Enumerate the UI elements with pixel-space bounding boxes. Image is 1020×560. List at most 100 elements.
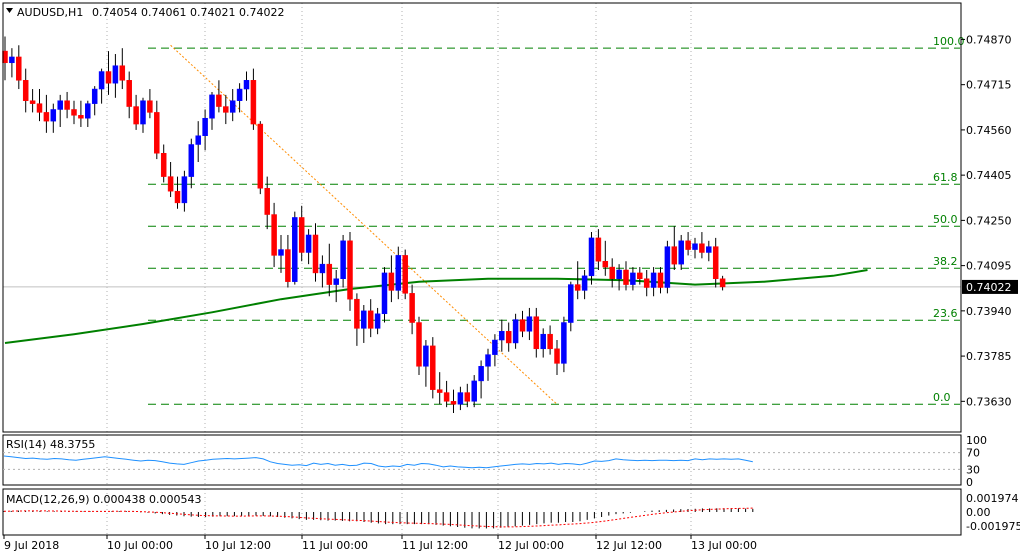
- candle-bull: [292, 217, 298, 282]
- candle-bull: [630, 272, 636, 285]
- candle-bull: [381, 272, 388, 315]
- candle-bull: [112, 65, 119, 84]
- candle-bull: [568, 284, 574, 323]
- candle-bear: [657, 272, 664, 288]
- candle-bull: [98, 71, 105, 90]
- candle-bull: [485, 354, 491, 367]
- candle-bull: [616, 269, 622, 279]
- macd-pane-frame: [2, 488, 962, 536]
- candle-bear: [160, 153, 167, 177]
- macd-y-tick-label: 0.001974: [966, 492, 1019, 505]
- candle-bear: [126, 80, 132, 107]
- candle-bear: [671, 246, 678, 265]
- y-tick-label: 0.73630: [966, 395, 1012, 408]
- candle-bear: [78, 115, 84, 119]
- y-tick-label: 0.73785: [966, 350, 1012, 363]
- candle-bear: [602, 260, 609, 268]
- candle-bear: [409, 293, 415, 323]
- candle-bull: [9, 56, 15, 64]
- candle-bear: [402, 255, 408, 294]
- main-pane-frame: [2, 2, 962, 433]
- candle-bear: [174, 190, 181, 204]
- candle-bull: [181, 176, 188, 204]
- triangle-down-icon: [6, 8, 13, 13]
- candle-bear: [464, 392, 471, 402]
- candle-bull: [457, 392, 464, 405]
- candle-bear: [105, 71, 112, 84]
- candle-bull: [50, 109, 57, 122]
- fib-level-label: 38.2: [933, 255, 958, 268]
- candle-bull: [229, 100, 236, 113]
- x-tick-label: 12 Jul 12:00: [596, 539, 662, 552]
- candle-bull: [236, 88, 243, 101]
- x-tick-label: 12 Jul 00:00: [498, 539, 564, 552]
- candle-bear: [609, 266, 615, 279]
- candle-bear: [595, 237, 602, 262]
- rsi-y-tick-label: 0: [966, 476, 973, 489]
- rsi-y-tick-label: 70: [966, 447, 980, 460]
- candle-bear: [147, 100, 153, 113]
- candle-bull: [423, 345, 429, 367]
- candle-bear: [547, 333, 553, 350]
- candle-bull: [374, 313, 381, 329]
- candle-bull: [561, 322, 567, 364]
- candle-bear: [298, 217, 305, 253]
- macd-signal-line: [3, 507, 753, 528]
- candle-bull: [57, 100, 63, 110]
- candle-bear: [347, 240, 353, 300]
- candle-bear: [637, 272, 643, 279]
- candle-bear: [685, 240, 691, 250]
- candle-bull: [319, 263, 326, 274]
- candle-bull: [85, 103, 91, 119]
- candle-bull: [478, 366, 484, 382]
- moving-average: [4, 269, 868, 344]
- candle-bull: [333, 278, 339, 285]
- candle-bear: [643, 278, 650, 288]
- candle-bear: [574, 284, 581, 291]
- rsi-y-tick-label: 30: [966, 463, 980, 476]
- candle-bull: [664, 246, 671, 288]
- chart-ohlc: 0.74054 0.74061 0.74021 0.74022: [92, 6, 284, 19]
- x-tick-label: 10 Jul 00:00: [107, 539, 173, 552]
- candle-bear: [712, 246, 719, 279]
- ma-200-line: [4, 269, 868, 344]
- candle-bull: [209, 94, 215, 119]
- candle-bull: [305, 234, 312, 253]
- candle-bear: [430, 345, 436, 390]
- candle-bear: [443, 392, 450, 402]
- candle-bull: [512, 319, 519, 344]
- candle-bull: [395, 255, 402, 291]
- axes: 0.74870 0.74715 0.74560 0.74405 0.74250 0.740…: [3, 33, 1018, 552]
- fibonacci-levels: 100.0 61.8 50.0 38.2 23.6 0.0: [148, 35, 965, 405]
- candle-bull: [692, 243, 698, 250]
- candle-bear: [257, 123, 264, 189]
- last-price-box: [962, 279, 1018, 294]
- macd-y-tick-label: 0.00: [966, 506, 991, 519]
- x-tick-label: 13 Jul 00:00: [691, 539, 757, 552]
- candle-bull: [340, 240, 346, 279]
- candle-bull: [243, 80, 250, 90]
- candle-bear: [36, 103, 43, 113]
- x-tick-label: 11 Jul 00:00: [302, 539, 368, 552]
- candle-bull: [361, 310, 367, 329]
- candle-bear: [250, 80, 257, 125]
- fib-level-label: 100.0: [933, 35, 965, 48]
- fib-level-label: 50.0: [933, 213, 958, 226]
- rsi-pane-frame: [2, 434, 962, 486]
- y-tick-label: 0.74870: [966, 33, 1012, 46]
- pane-frames: [2, 2, 962, 536]
- candle-bull: [91, 88, 98, 104]
- candle-bear: [64, 100, 70, 110]
- last-price-label: 0.74022: [966, 281, 1012, 294]
- y-tick-label: 0.74250: [966, 214, 1012, 227]
- candle-bear: [312, 234, 319, 274]
- candle-bear: [388, 272, 395, 291]
- candle-bear: [22, 80, 29, 101]
- candle-bear: [623, 269, 629, 285]
- candle-bear: [154, 112, 160, 154]
- candle-bull: [499, 331, 505, 341]
- candle-bear: [223, 106, 229, 113]
- y-tick-label: 0.74560: [966, 124, 1012, 137]
